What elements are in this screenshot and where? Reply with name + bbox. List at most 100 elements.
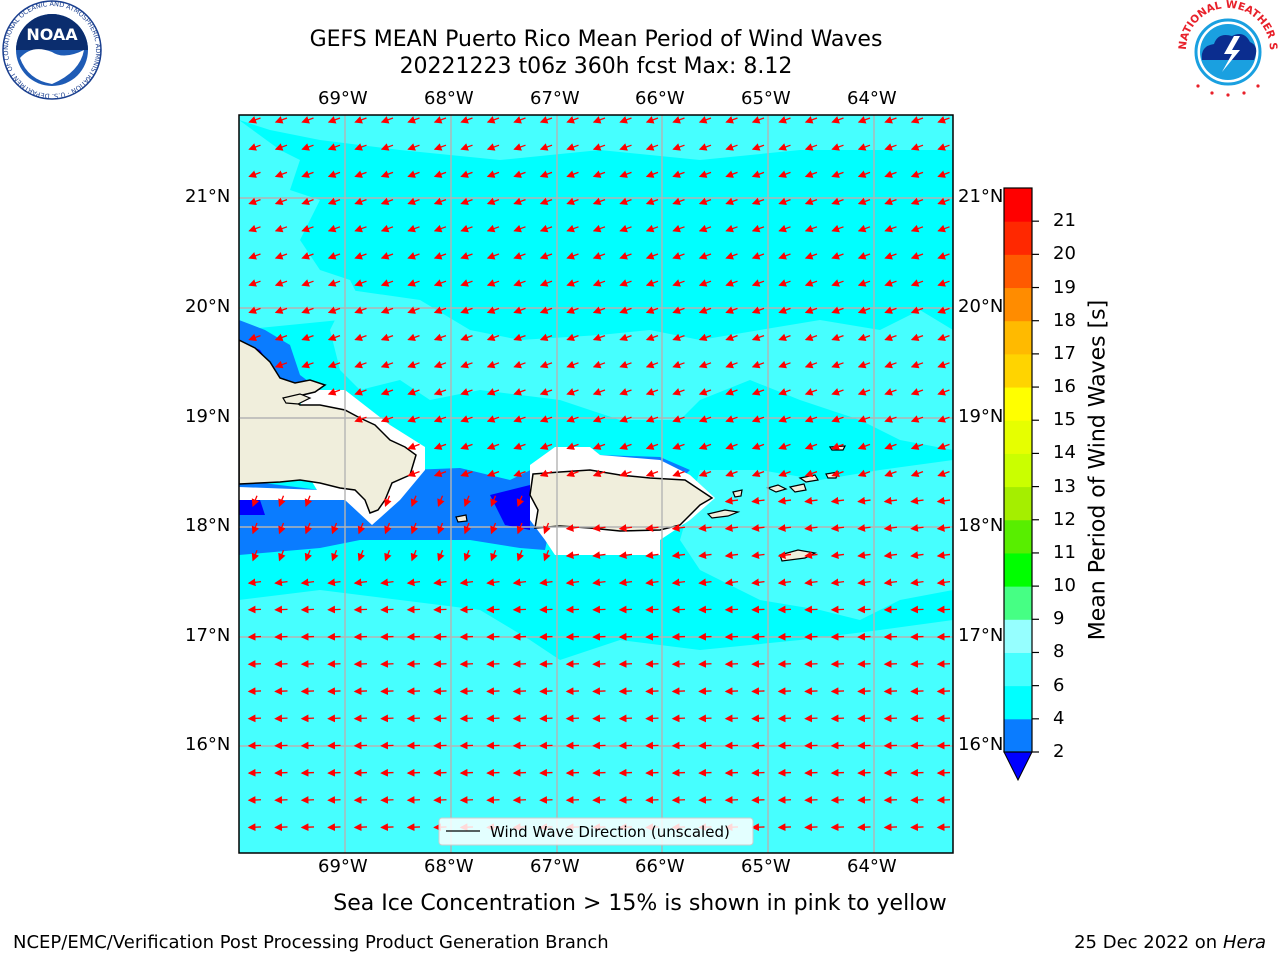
wind-wave-arrow	[725, 360, 738, 369]
wind-wave-arrow	[301, 143, 314, 151]
colorbar	[1003, 187, 1039, 782]
wind-wave-arrow	[248, 170, 261, 178]
wind-wave-arrow	[857, 551, 871, 560]
wind-wave-arrow	[274, 170, 288, 178]
wind-wave-arrow	[937, 442, 950, 450]
wind-wave-arrow	[804, 170, 818, 178]
wind-wave-arrow	[831, 306, 844, 314]
wind-wave-arrow	[725, 279, 738, 287]
wind-wave-arrow	[778, 469, 791, 478]
wind-wave-arrow	[300, 687, 315, 696]
wind-wave-arrow	[910, 660, 924, 668]
wind-wave-arrow	[884, 224, 897, 233]
wind-wave-arrow	[406, 768, 421, 777]
wind-wave-arrow	[380, 741, 394, 750]
wind-wave-arrow	[247, 823, 262, 832]
wind-wave-arrow	[566, 279, 579, 287]
wind-wave-arrow	[433, 578, 447, 587]
wind-wave-arrow	[618, 578, 633, 587]
wind-wave-arrow	[460, 469, 473, 478]
wind-wave-arrow	[618, 687, 633, 696]
wind-wave-arrow	[724, 551, 739, 560]
wind-wave-arrow	[698, 252, 712, 260]
wind-wave-arrow	[671, 768, 686, 777]
wind-wave-arrow	[804, 687, 818, 696]
wind-wave-arrow	[645, 388, 659, 396]
wind-wave-arrow	[910, 224, 924, 233]
wind-wave-arrow	[725, 333, 738, 342]
wind-wave-arrow	[539, 796, 553, 804]
wind-wave-arrow	[459, 687, 474, 696]
vieques-island	[706, 509, 741, 519]
wind-wave-arrow	[248, 333, 261, 342]
wind-wave-arrow	[460, 360, 473, 369]
wind-wave-arrow	[910, 578, 924, 587]
wind-wave-arrow	[248, 306, 261, 314]
wind-wave-arrow	[910, 768, 924, 777]
wind-wave-arrow	[857, 741, 871, 750]
wind-wave-arrow	[910, 551, 924, 560]
wind-wave-arrow	[857, 224, 871, 233]
wind-wave-arrow	[539, 252, 553, 260]
wind-wave-arrow	[327, 741, 341, 750]
wind-wave-arrow	[592, 333, 606, 342]
wind-wave-arrow	[645, 768, 659, 777]
wind-wave-arrow	[804, 524, 818, 532]
wind-wave-arrow	[300, 605, 315, 614]
wind-wave-arrow	[566, 197, 579, 206]
wind-wave-arrow	[539, 660, 553, 668]
wind-wave-arrow	[884, 143, 897, 151]
wind-wave-arrow	[672, 388, 685, 396]
wind-wave-arrow	[304, 522, 313, 535]
wind-wave-arrow	[380, 660, 394, 668]
wind-wave-arrow	[512, 687, 527, 696]
wind-wave-arrow	[486, 143, 500, 151]
wind-wave-arrow	[804, 415, 818, 423]
wind-wave-arrow	[910, 360, 924, 369]
wind-wave-arrow	[645, 224, 659, 233]
wind-wave-arrow	[672, 360, 685, 369]
wind-wave-arrow	[936, 551, 951, 560]
wind-wave-arrow	[516, 522, 525, 535]
wind-wave-arrow	[327, 306, 341, 314]
lon-label-bottom-67w: 67°W	[530, 856, 580, 877]
wind-wave-arrow	[698, 224, 712, 233]
wind-wave-arrow	[433, 469, 447, 478]
wind-wave-arrow	[407, 116, 420, 124]
wind-wave-arrow	[566, 306, 579, 314]
wind-wave-arrow	[433, 224, 447, 233]
wind-wave-arrow	[565, 524, 580, 532]
wind-wave-arrow	[331, 522, 339, 535]
wind-wave-arrow	[698, 687, 712, 696]
wind-wave-arrow	[937, 197, 950, 206]
wind-wave-arrow	[672, 224, 685, 233]
wind-wave-arrow	[274, 823, 288, 832]
wind-wave-arrow	[512, 632, 527, 641]
wind-wave-arrow	[513, 143, 526, 151]
wind-wave-arrow	[543, 549, 551, 562]
wind-wave-arrow	[857, 415, 871, 423]
wind-wave-arrow	[804, 442, 818, 450]
wind-wave-arrow	[407, 388, 420, 396]
wind-wave-arrow	[830, 578, 845, 587]
wind-wave-arrow	[278, 549, 286, 562]
colorbar-segment	[1004, 420, 1032, 454]
wind-wave-arrow	[857, 605, 871, 614]
wind-wave-arrow	[592, 632, 606, 641]
wind-wave-arrow	[380, 605, 394, 614]
wind-wave-arrow	[592, 605, 606, 614]
wind-wave-arrow	[883, 496, 898, 505]
wind-wave-arrow	[910, 524, 924, 532]
st-john-island	[788, 483, 807, 493]
wind-wave-arrow	[937, 224, 950, 233]
wind-wave-arrow	[857, 496, 871, 505]
sea-ice-caption: Sea Ice Concentration > 15% is shown in …	[333, 891, 947, 916]
wind-wave-arrow	[304, 549, 313, 562]
wind-wave-arrow	[698, 469, 712, 478]
wind-wave-arrow	[804, 578, 818, 587]
wind-wave-arrow	[248, 252, 261, 260]
wind-wave-arrow	[592, 170, 606, 178]
wind-wave-arrow	[486, 578, 500, 587]
wind-wave-arrow	[831, 388, 844, 396]
wind-wave-arrow	[671, 687, 686, 696]
